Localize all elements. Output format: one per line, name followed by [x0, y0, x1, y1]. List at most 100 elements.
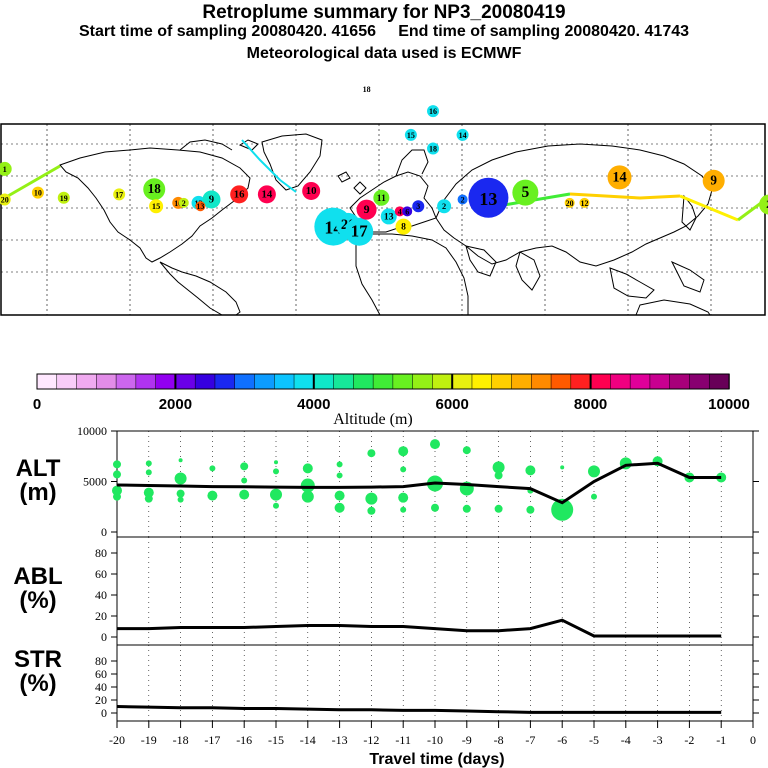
- plume-marker-dot: [380, 208, 397, 225]
- plume-marker: 17: [113, 188, 126, 201]
- colorbar-tick-label: 10000: [708, 396, 750, 413]
- altitude-fraction-dot: [241, 477, 248, 484]
- plume-marker-label: 20: [1, 195, 9, 204]
- x-tick-label: 0: [750, 733, 756, 747]
- plume-marker-dot: [257, 185, 276, 204]
- x-tick-label: -6: [557, 733, 567, 747]
- plume-marker-label: 12: [580, 199, 588, 208]
- x-tick-label: -17: [204, 733, 220, 747]
- altitude-fraction-dot: [112, 485, 122, 496]
- plume-markers: 1201019171815162129131614101420179111384…: [0, 83, 768, 246]
- plume-marker-dot: [356, 199, 377, 220]
- colorbar-swatch: [36, 373, 58, 390]
- plume-marker-dot: [412, 200, 425, 213]
- plume-marker-dot: [345, 217, 374, 246]
- plume-marker-dot: [0, 161, 12, 176]
- plume-marker-label: 16: [174, 199, 182, 208]
- altitude-fraction-dot: [398, 492, 409, 503]
- plume-track: [7, 139, 766, 222]
- plume-marker-dot: [468, 177, 509, 218]
- met-data-note: Meteorological data used is ECMWF: [246, 45, 522, 62]
- plume-marker-label: 13: [196, 202, 204, 211]
- altitude-fraction-dot: [177, 496, 184, 503]
- plume-marker-dot: [113, 188, 126, 201]
- y-tick-label: 10000: [77, 424, 107, 438]
- colorbar-tick-label: 0: [33, 396, 41, 413]
- plume-marker-label: 4: [398, 207, 402, 216]
- colorbar-swatch: [610, 373, 631, 390]
- plume-marker-dot: [394, 206, 405, 217]
- plume-marker-label: 15: [407, 131, 415, 140]
- colorbar-swatch: [629, 373, 651, 390]
- x-axis: -20 -19 -18 -17 -16 -15 -14 -13 -12 -11 -10 -9 -8 -7-…: [109, 721, 756, 747]
- colorbar-swatch: [293, 373, 315, 390]
- altitude-fraction-dot: [145, 469, 152, 476]
- plume-marker-dot: [427, 105, 440, 118]
- series-line: [116, 461, 722, 505]
- colorbar-swatch: [56, 373, 78, 390]
- colorbar-swatch: [372, 373, 394, 390]
- plume-marker: 4: [394, 206, 405, 217]
- plume-marker: 2: [437, 199, 452, 214]
- altitude-fraction-dot: [334, 502, 345, 513]
- colorbar-swatch: [432, 373, 453, 390]
- altitude-fraction-dot: [365, 492, 378, 505]
- plume-marker: 10: [302, 181, 321, 200]
- altitude-fraction-dot: [209, 465, 216, 472]
- panel-label: ALT: [16, 455, 61, 482]
- altitude-fraction-dot: [301, 490, 314, 503]
- plume-marker: 14: [257, 185, 276, 204]
- plume-marker-label: 16: [234, 189, 245, 201]
- plume-marker-dot: [427, 142, 440, 155]
- panel-abl: 80 60 40 20 0 ABL(%): [13, 536, 759, 646]
- altitude-fraction-dot: [239, 489, 250, 500]
- panel-unit: (%): [19, 670, 56, 697]
- altitude-fraction-dot: [273, 468, 279, 475]
- panel-unit: (m): [19, 479, 56, 506]
- colorbar-swatch: [333, 373, 355, 390]
- colorbar-swatch: [115, 373, 137, 390]
- altitude-fraction-dot: [560, 465, 565, 470]
- plume-marker-dot: [759, 194, 768, 215]
- plume-marker: 14: [607, 165, 632, 190]
- altitude-fraction-dot: [178, 458, 183, 463]
- plume-marker-dot: [302, 181, 321, 200]
- altitude-fraction-dot: [398, 446, 409, 457]
- plume-marker: 2: [457, 194, 468, 205]
- plume-marker-label: 18: [429, 145, 437, 154]
- plume-marker: 13: [380, 208, 397, 225]
- colorbar-swatch: [412, 373, 434, 390]
- y-tick-label: 60: [95, 667, 107, 681]
- colorbar-swatch: [689, 373, 710, 390]
- x-tick-label: -12: [363, 733, 379, 747]
- colorbar-swatch: [175, 373, 196, 390]
- x-tick-label: -11: [395, 733, 411, 747]
- panel-label: STR: [14, 646, 62, 673]
- altitude-fraction-dot: [270, 488, 282, 501]
- altitude-fraction-dot: [588, 465, 600, 478]
- y-tick-label: 20: [95, 693, 107, 707]
- colorbar-swatch: [708, 373, 730, 390]
- plume-marker-dot: [404, 128, 417, 141]
- plume-marker-dot: [230, 185, 249, 204]
- plume-marker-label: 6: [405, 207, 409, 216]
- x-tick-label: -16: [236, 733, 252, 747]
- plume-marker-label: 5: [521, 184, 529, 201]
- plume-marker: 18: [360, 83, 373, 96]
- plume-marker: 11: [373, 189, 390, 206]
- y-tick-label: 0: [101, 706, 107, 720]
- plume-marker-label: 17: [115, 190, 123, 199]
- x-tick-label: -3: [653, 733, 663, 747]
- plume-marker: 2: [178, 197, 189, 208]
- plume-marker-label: 17: [351, 222, 368, 241]
- plume-marker-dot: [31, 186, 44, 199]
- colorbar-swatch: [353, 373, 374, 390]
- x-tick-label: -20: [109, 733, 125, 747]
- y-tick-label: 60: [95, 567, 107, 581]
- x-tick-label: -7: [525, 733, 535, 747]
- plume-marker-dot: [178, 197, 189, 208]
- plume-marker-label: 10: [34, 189, 42, 198]
- map-graticule: [1, 124, 765, 315]
- altitude-fraction-dot: [113, 470, 121, 479]
